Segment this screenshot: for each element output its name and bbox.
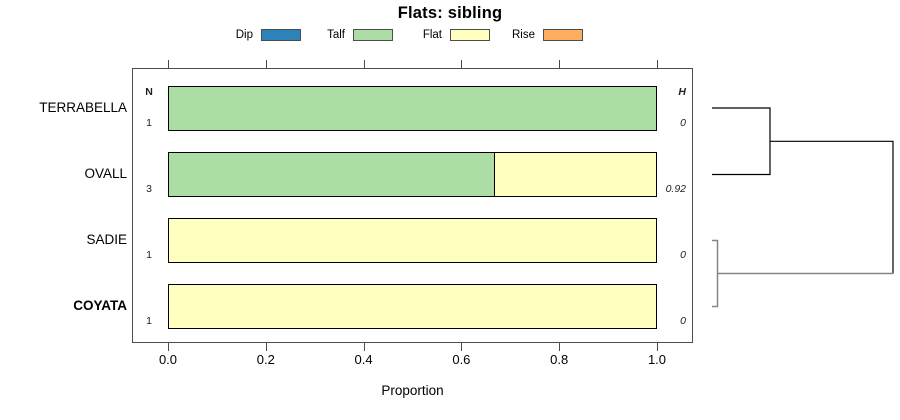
legend-swatch-flat [450, 29, 490, 41]
legend-item-dip: Dip [223, 28, 301, 42]
legend-label: Flat [422, 29, 442, 41]
chart-title: Flats: sibling [397, 4, 503, 22]
legend-item-rise: Rise [505, 28, 583, 42]
axis-tick-label: 0.0 [158, 352, 178, 367]
row-label: COYATA [73, 298, 127, 313]
dendrogram-cluster-top [712, 107, 771, 176]
legend-swatch-talf [353, 29, 393, 41]
x-axis-label: Proportion [381, 383, 444, 398]
plot-area [132, 68, 693, 343]
legend-item-flat: Flat [412, 28, 490, 42]
bar-segment-flat [169, 218, 656, 262]
axis-tick-bottom [559, 343, 561, 351]
n-value: 1 [146, 116, 152, 129]
h-value: 0 [680, 116, 686, 129]
legend-swatch-dip [261, 29, 301, 41]
axis-tick-bottom [265, 343, 267, 351]
n-value: 1 [146, 314, 152, 327]
axis-tick-label: 1.0 [647, 352, 667, 367]
bar-terrabella [168, 85, 657, 131]
axis-tick-bottom [363, 343, 365, 351]
axis-tick-bottom [657, 343, 658, 351]
bar-segment-talf [169, 152, 494, 196]
dendrogram-cluster-bottom [712, 239, 719, 308]
n-column-header: N [145, 86, 153, 98]
axis-tick-top [559, 60, 561, 68]
h-value: 0 [680, 248, 686, 261]
axis-tick-top [168, 60, 169, 68]
legend-label: Talf [327, 29, 345, 41]
legend-item-talf: Talf [315, 28, 393, 42]
axis-tick-top [265, 60, 267, 68]
row-label: TERRABELLA [39, 100, 127, 115]
n-value: 1 [146, 248, 152, 261]
legend-label: Dip [235, 29, 253, 41]
axis-tick-bottom [461, 343, 463, 351]
axis-tick-top [363, 60, 365, 68]
axis-tick-top [461, 60, 463, 68]
axis-tick-label: 0.6 [452, 352, 471, 367]
n-value: 3 [146, 182, 152, 195]
axis-tick-top [657, 60, 658, 68]
h-column-header: H [678, 86, 686, 98]
axis-tick-label: 0.4 [354, 352, 373, 367]
bar-segment-flat [169, 284, 656, 328]
dendrogram-root-link [770, 140, 894, 274]
bar-segment-talf [169, 86, 656, 130]
h-value: 0 [680, 314, 686, 327]
h-value: 0.92 [665, 182, 686, 195]
legend-swatch-rise [543, 29, 583, 41]
row-label: SADIE [86, 232, 127, 247]
legend-label: Rise [511, 29, 535, 41]
axis-tick-label: 0.2 [256, 352, 275, 367]
bar-sadie [168, 217, 657, 263]
bar-coyata [168, 283, 657, 329]
bar-ovall [168, 151, 657, 197]
axis-tick-bottom [168, 343, 169, 351]
axis-tick-label: 0.8 [550, 352, 569, 367]
row-label: OVALL [84, 166, 127, 181]
bar-segment-flat [493, 152, 656, 196]
